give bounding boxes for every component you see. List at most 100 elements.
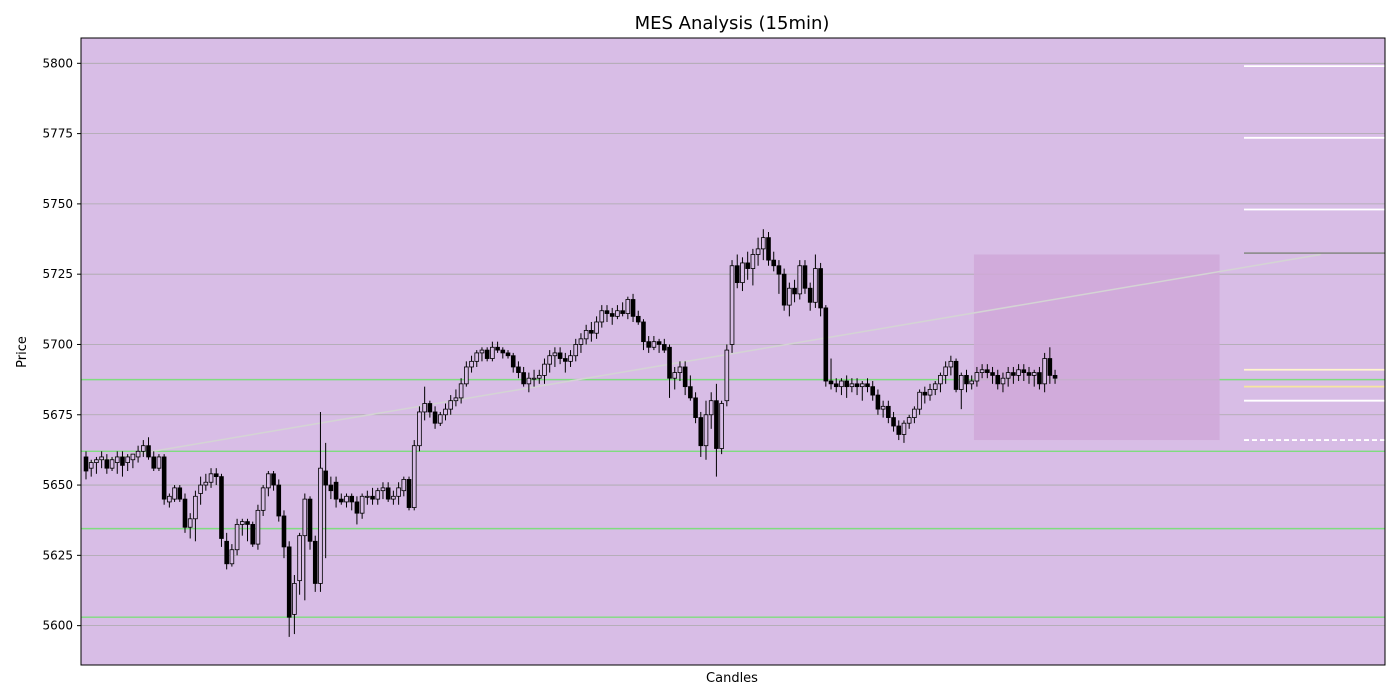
candle-body: [578, 338, 584, 345]
candle: [172, 485, 177, 502]
candle-body: [599, 310, 605, 323]
candle: [245, 518, 250, 542]
candle: [854, 378, 860, 396]
candle-body: [224, 540, 229, 565]
candle: [99, 451, 104, 469]
candle-body: [406, 479, 412, 508]
candle: [229, 544, 235, 567]
candle-body: [943, 366, 948, 376]
candle-body: [208, 473, 214, 483]
candle: [750, 248, 756, 286]
candle-body: [995, 374, 1001, 385]
candle-body: [1031, 372, 1037, 376]
candle-body: [552, 352, 558, 357]
candle-body: [953, 360, 959, 390]
candle: [271, 470, 276, 491]
candle: [865, 378, 870, 393]
candle: [338, 493, 344, 505]
candle: [250, 521, 256, 547]
candle: [167, 493, 172, 508]
candle-body: [94, 459, 99, 463]
candle-body: [312, 540, 318, 584]
candle: [141, 440, 146, 457]
candle: [839, 378, 844, 396]
candle: [912, 406, 917, 424]
candle: [161, 454, 167, 505]
candle: [662, 338, 667, 353]
candle-body: [354, 501, 360, 514]
candle: [213, 468, 219, 486]
candle-body: [448, 400, 453, 410]
candle-body: [740, 262, 745, 284]
candle-body: [985, 369, 990, 373]
candle: [1011, 366, 1016, 384]
candle: [177, 485, 183, 502]
candle: [979, 364, 985, 379]
candle: [891, 411, 896, 432]
candle-body: [266, 473, 271, 489]
candle: [682, 361, 688, 396]
candle-body: [130, 453, 136, 461]
candle: [688, 375, 693, 401]
candle-body: [807, 287, 813, 303]
candle: [391, 490, 396, 505]
candle: [880, 400, 886, 418]
candle-body: [979, 369, 985, 373]
candle: [641, 319, 646, 351]
candle: [932, 381, 938, 396]
candle-body: [708, 400, 714, 416]
candle-body: [536, 374, 542, 379]
candle-body: [563, 358, 568, 362]
candle: [292, 575, 297, 635]
candle-body: [922, 391, 928, 396]
candle-body: [615, 310, 620, 317]
candle: [583, 324, 589, 345]
candle-body: [401, 479, 407, 492]
candle-body: [792, 287, 797, 295]
candle: [547, 350, 552, 373]
candle: [354, 496, 360, 525]
candle-body: [161, 456, 167, 500]
candle-body: [813, 268, 818, 303]
candle-body: [297, 535, 302, 582]
candle: [406, 476, 412, 511]
candle-body: [333, 481, 339, 500]
candle: [432, 406, 438, 429]
candle-body: [203, 481, 209, 486]
candle-body: [286, 546, 292, 618]
y-tick-label: 5775: [42, 127, 73, 141]
candle: [708, 392, 714, 429]
candle: [677, 361, 683, 382]
candle: [823, 305, 829, 387]
candle-body: [802, 265, 808, 289]
candle: [146, 437, 151, 460]
candle: [813, 254, 818, 308]
candle: [255, 504, 261, 550]
candle-body: [1026, 372, 1032, 376]
candle: [323, 442, 328, 559]
candle: [349, 493, 355, 511]
candle: [422, 386, 427, 421]
candle: [521, 366, 526, 387]
candle-body: [114, 456, 120, 463]
candle-body: [849, 383, 855, 388]
candle: [297, 532, 302, 595]
candle: [927, 383, 933, 401]
candle-body: [964, 374, 969, 385]
candle-body: [359, 495, 365, 514]
y-tick-label: 5625: [42, 548, 73, 562]
candle-body: [370, 495, 375, 500]
candle: [630, 293, 636, 322]
candle-body: [880, 405, 886, 410]
candle-body: [141, 445, 146, 452]
candle-body: [651, 341, 657, 348]
candle-body: [594, 321, 599, 334]
candle: [385, 482, 391, 502]
candle: [427, 400, 433, 418]
candle: [458, 378, 464, 404]
candle-body: [516, 366, 521, 373]
candle: [578, 333, 584, 353]
candle-body: [156, 456, 162, 469]
candle: [453, 389, 459, 407]
